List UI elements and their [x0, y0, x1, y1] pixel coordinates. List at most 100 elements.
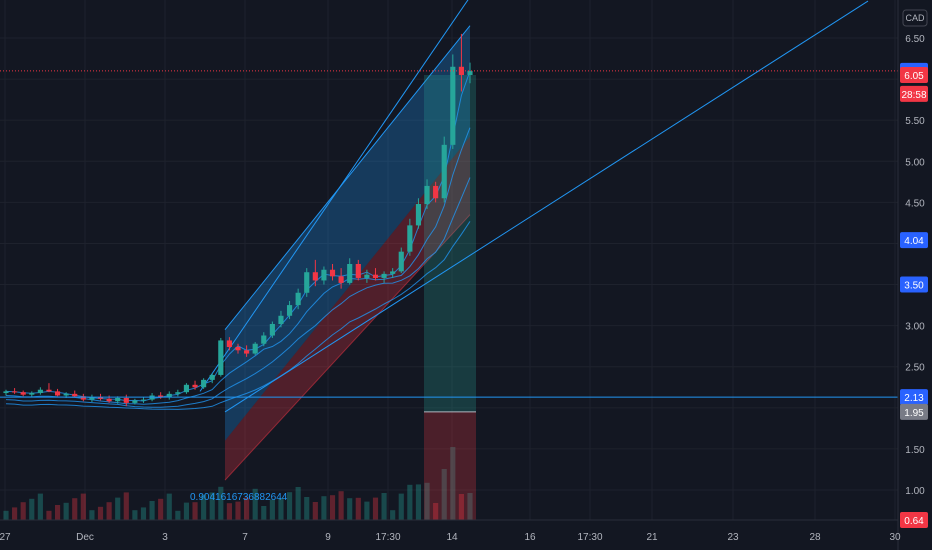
volume-bar — [235, 501, 241, 520]
channel-bottom-line — [224, 214, 471, 481]
volume-bars — [3, 447, 473, 520]
price-badge — [900, 276, 928, 293]
volume-bar — [407, 484, 413, 520]
moving-average-line — [5, 221, 471, 410]
volume-bar — [80, 493, 86, 520]
price-badge-label: 2.13 — [904, 393, 924, 404]
volume-bar — [218, 486, 224, 520]
price-badge — [900, 66, 928, 83]
candle-body — [3, 391, 9, 394]
channel-lower — [225, 136, 470, 481]
candle-body — [218, 340, 224, 375]
candle-body — [295, 292, 301, 306]
x-tick-label: 7 — [242, 532, 248, 543]
candle-body — [441, 144, 447, 199]
candle-body — [166, 393, 172, 398]
x-tick-label: 30 — [889, 532, 901, 543]
volume-bar — [54, 505, 61, 520]
volume-bar — [115, 497, 121, 520]
price-badge-label: 6.05 — [904, 71, 924, 82]
position-stop-zone — [424, 411, 476, 520]
candle-body — [97, 397, 104, 399]
candle-body — [20, 392, 26, 395]
volume-bar — [140, 507, 147, 520]
candle-body — [390, 271, 396, 274]
x-tick-label: 16 — [524, 532, 536, 543]
volume-bar — [381, 493, 387, 520]
x-tick-label: 3 — [162, 532, 168, 543]
candle-body — [312, 272, 318, 281]
price-badge-label: 1.95 — [904, 408, 924, 419]
candles — [3, 33, 473, 407]
position-profit-zone — [424, 74, 476, 412]
candle-body — [407, 225, 413, 252]
x-tick-label: 17:30 — [375, 532, 400, 543]
y-tick-label: 5.50 — [905, 116, 925, 127]
trendline-long — [224, 0, 869, 413]
candle-body — [372, 274, 379, 278]
y-tick-label: 5.00 — [905, 157, 925, 168]
candle-body — [415, 204, 422, 226]
price-badge — [900, 232, 928, 249]
volume-bar — [209, 492, 215, 520]
candle-body — [269, 323, 275, 336]
volume-bar — [46, 510, 52, 520]
candle-body — [433, 185, 439, 199]
volume-bar — [20, 502, 26, 520]
currency-label: CAD — [905, 13, 925, 23]
x-tick-label: Dec — [76, 532, 94, 543]
volume-bar — [424, 482, 430, 520]
horizontal-lines — [0, 70, 898, 398]
trendline-steep — [199, 0, 469, 392]
candle-body — [183, 384, 190, 393]
moving-average-line — [5, 177, 471, 408]
candle-body — [321, 269, 327, 281]
volume-bar — [192, 502, 198, 520]
candle-body — [364, 274, 370, 278]
volume-bar — [372, 497, 379, 520]
candle-body — [424, 185, 430, 205]
candle-body — [201, 379, 207, 388]
candle-body — [80, 396, 86, 400]
volume-bar — [398, 493, 404, 520]
candle-body — [381, 273, 387, 278]
volume-bar — [338, 491, 344, 520]
price-badge-label: 4.04 — [904, 236, 924, 247]
channel-top-line — [224, 25, 471, 331]
volume-bar — [278, 498, 284, 520]
volume-bar — [201, 494, 207, 520]
candle-body — [398, 251, 404, 272]
y-tick-label: 6.50 — [905, 34, 925, 45]
price-badge — [900, 85, 928, 102]
candle-body — [458, 66, 464, 75]
volume-bar — [329, 495, 336, 520]
volume-bar — [183, 502, 190, 520]
x-tick-label: 21 — [646, 532, 658, 543]
candle-body — [12, 391, 18, 393]
volume-bar — [261, 506, 267, 520]
volume-bar — [295, 487, 301, 520]
candle-body — [286, 305, 293, 316]
volume-bar — [390, 510, 396, 520]
volume-bar — [97, 506, 104, 520]
candle-body — [132, 400, 138, 403]
volume-bar — [123, 492, 129, 520]
candle-body — [115, 397, 121, 402]
volume-bar — [63, 502, 69, 520]
volume-bar — [252, 488, 258, 520]
candle-body — [355, 264, 361, 278]
price-badge-label: 28:58 — [901, 90, 926, 101]
volume-bar — [433, 503, 439, 520]
price-badge-label: 3.50 — [904, 281, 924, 292]
volume-bar — [158, 498, 164, 520]
volume-bar — [467, 493, 473, 520]
x-tick-label: 14 — [446, 532, 458, 543]
volume-bar — [149, 501, 155, 520]
volume-bar — [226, 503, 232, 520]
candle-body — [89, 397, 95, 400]
price-badge — [900, 389, 928, 406]
volume-bar — [347, 498, 353, 520]
